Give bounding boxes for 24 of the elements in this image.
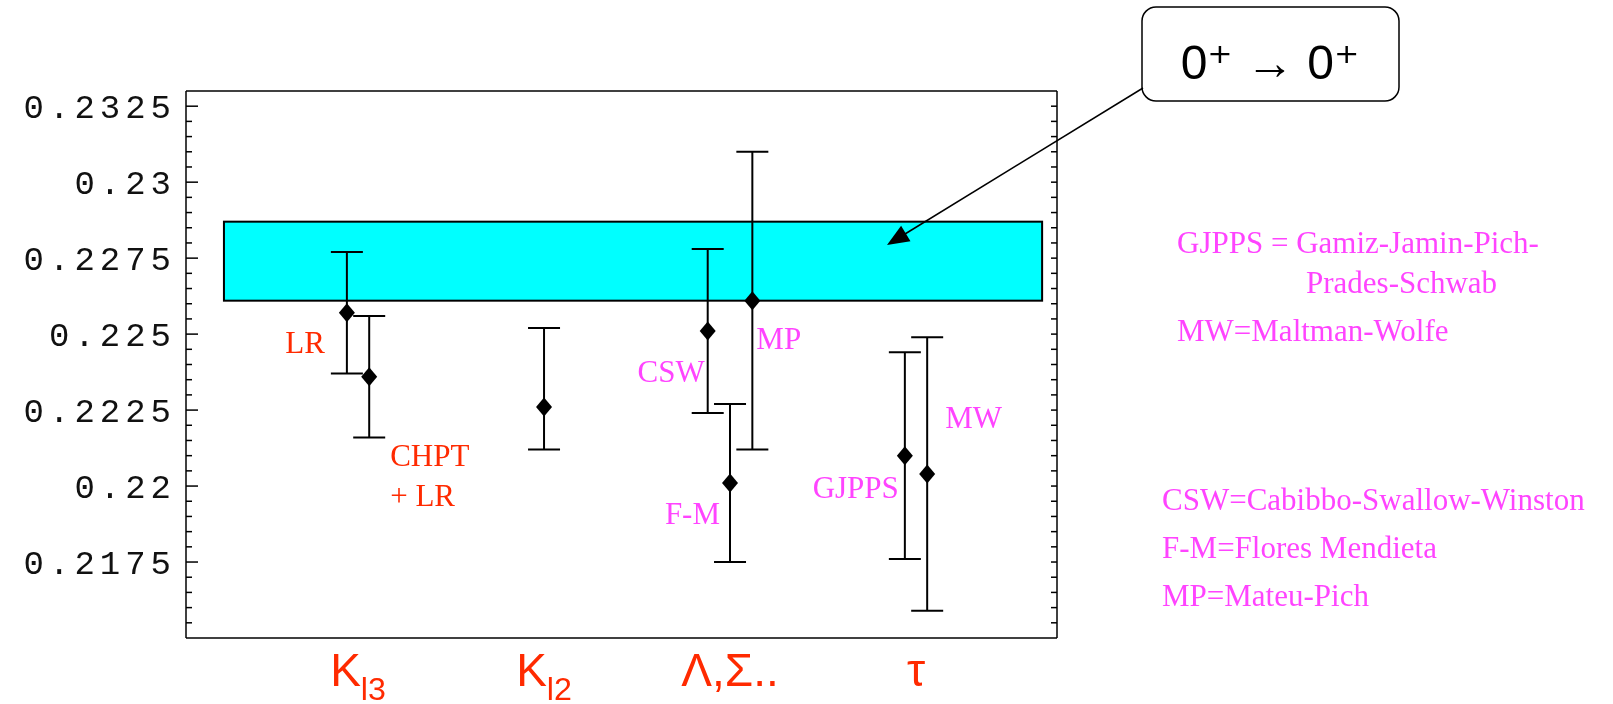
y-tick-label: 0.2275 — [23, 242, 176, 281]
series-label: GJPPS — [812, 469, 899, 505]
text: MP=Mateu-Pich — [1162, 578, 1370, 613]
y-tick-label: 0.22 — [74, 470, 176, 509]
text: MW=Maltman-Wolfe — [1177, 313, 1449, 348]
y-tick-label: 0.23 — [74, 166, 176, 205]
series-label: CSW — [637, 354, 706, 390]
series-label: MP — [756, 320, 802, 356]
legend-label: MW — [945, 399, 1003, 435]
x-tick-label: τ — [906, 644, 926, 696]
x-tick-label: K$_{l2}$ — [516, 644, 572, 704]
y-tick-label: 0.225 — [48, 318, 176, 357]
y-tick-label: 0.2225 — [23, 394, 176, 433]
series-label: CHPT + LR — [390, 437, 470, 513]
text: F-M=Flores Mendieta — [1162, 530, 1438, 565]
x-tick-label: Λ,Σ.. — [681, 644, 779, 696]
x-tick-label: K$_{l3}$ — [330, 644, 386, 704]
y-tick-label: 0.2175 — [23, 546, 176, 585]
series-label: F-M — [664, 496, 721, 532]
series-label: LR — [285, 324, 326, 360]
y-tick-label: 0.2325 — [23, 90, 176, 129]
text: CSW=Cabibbo-Swallow-Winston — [1162, 482, 1586, 517]
text: GJPPS = Gamiz-Jamin-Pich- Prades-Schwab — [1177, 225, 1539, 300]
band-label: 0⁺ → 0⁺ — [1180, 36, 1360, 89]
